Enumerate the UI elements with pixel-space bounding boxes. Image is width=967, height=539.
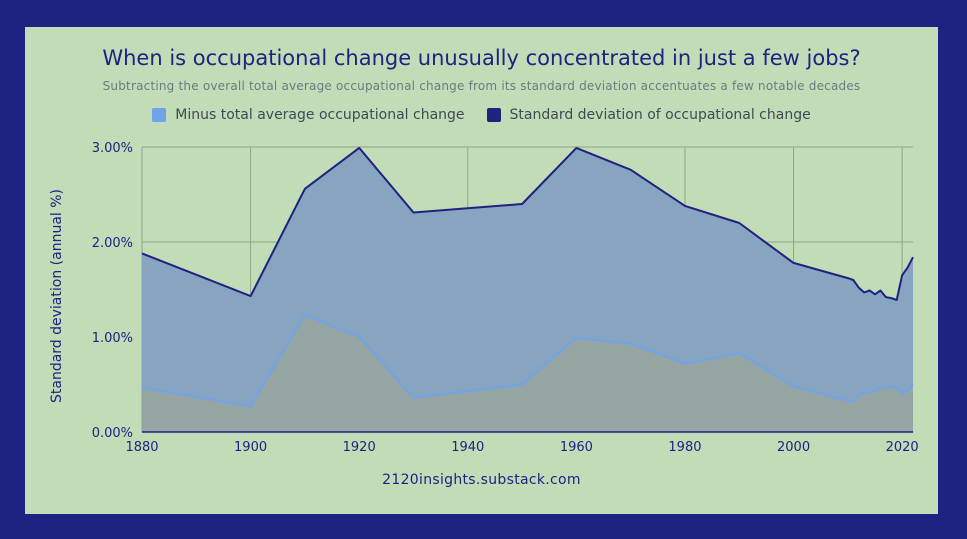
legend-item-minus-average[interactable]: Minus total average occupational change [152, 107, 465, 123]
x-tick-label: 2020 [886, 440, 919, 455]
x-tick-label: 1880 [125, 440, 158, 455]
legend: Minus total average occupational change … [25, 107, 938, 123]
legend-item-std-deviation[interactable]: Standard deviation of occupational chang… [486, 107, 811, 123]
series-area-1 [142, 315, 913, 432]
area-layer [141, 146, 914, 432]
x-tick-label: 1900 [234, 440, 267, 455]
y-tick-label: 1.00% [92, 331, 133, 346]
y-tick-label: 0.00% [92, 426, 133, 441]
series-line-0[interactable] [141, 146, 914, 301]
x-tick-label: 2000 [777, 440, 810, 455]
chart-title: When is occupational change unusually co… [102, 46, 861, 70]
legend-swatch-minus-average [152, 108, 167, 122]
y-tick-label: 2.00% [92, 236, 133, 251]
legend-swatch-std-deviation [486, 108, 501, 122]
x-tick-label: 1980 [668, 440, 701, 455]
x-tick-label: 1940 [451, 440, 484, 455]
legend-label-minus-average: Minus total average occupational change [175, 107, 465, 123]
axis-layer: 0.00% 1.00% 2.00% 3.00% 1880 1900 1920 1940 1960… [92, 141, 919, 455]
series-line-1[interactable] [141, 314, 914, 408]
x-tick-label: 1920 [343, 440, 376, 455]
x-tick-label: 1960 [560, 440, 593, 455]
y-tick-label: 3.00% [92, 141, 133, 156]
source-credit: 2120insights.substack.com [382, 472, 581, 488]
legend-label-std-deviation: Standard deviation of occupational chang… [509, 107, 811, 123]
chart-subtitle: Subtracting the overall total average oc… [102, 79, 861, 93]
